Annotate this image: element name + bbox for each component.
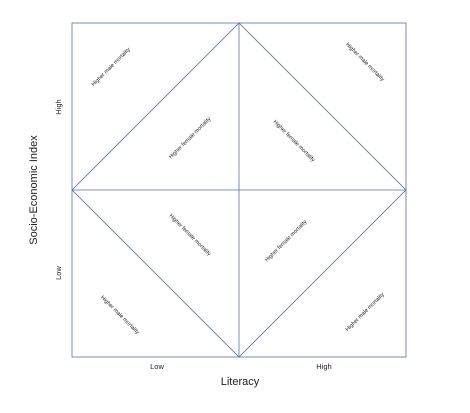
y-tick-low: Low	[54, 266, 63, 280]
x-axis-title: Literacy	[221, 376, 260, 388]
region-bottom-left-inner-label: Higher female mortality	[168, 213, 212, 257]
region-bottom-left-corner-label: Higher male mortality	[99, 295, 140, 336]
diagonal-diamond	[71, 22, 407, 358]
region-top-right-corner-label: Higher male mortality	[344, 42, 385, 83]
y-tick-high: High	[54, 99, 63, 114]
y-axis-title: Socio-Economic Index	[28, 135, 40, 245]
x-tick-high: High	[316, 362, 331, 371]
region-top-left-inner-label: Higher female mortality	[168, 116, 212, 160]
x-tick-low: Low	[150, 362, 164, 371]
region-bottom-right-inner-label: Higher female mortality	[264, 219, 308, 263]
region-bottom-right-corner-label: Higher male mortality	[345, 292, 386, 333]
region-top-right-inner-label: Higher female mortality	[272, 119, 316, 163]
region-top-left-corner-label: Higher male mortality	[91, 47, 132, 88]
